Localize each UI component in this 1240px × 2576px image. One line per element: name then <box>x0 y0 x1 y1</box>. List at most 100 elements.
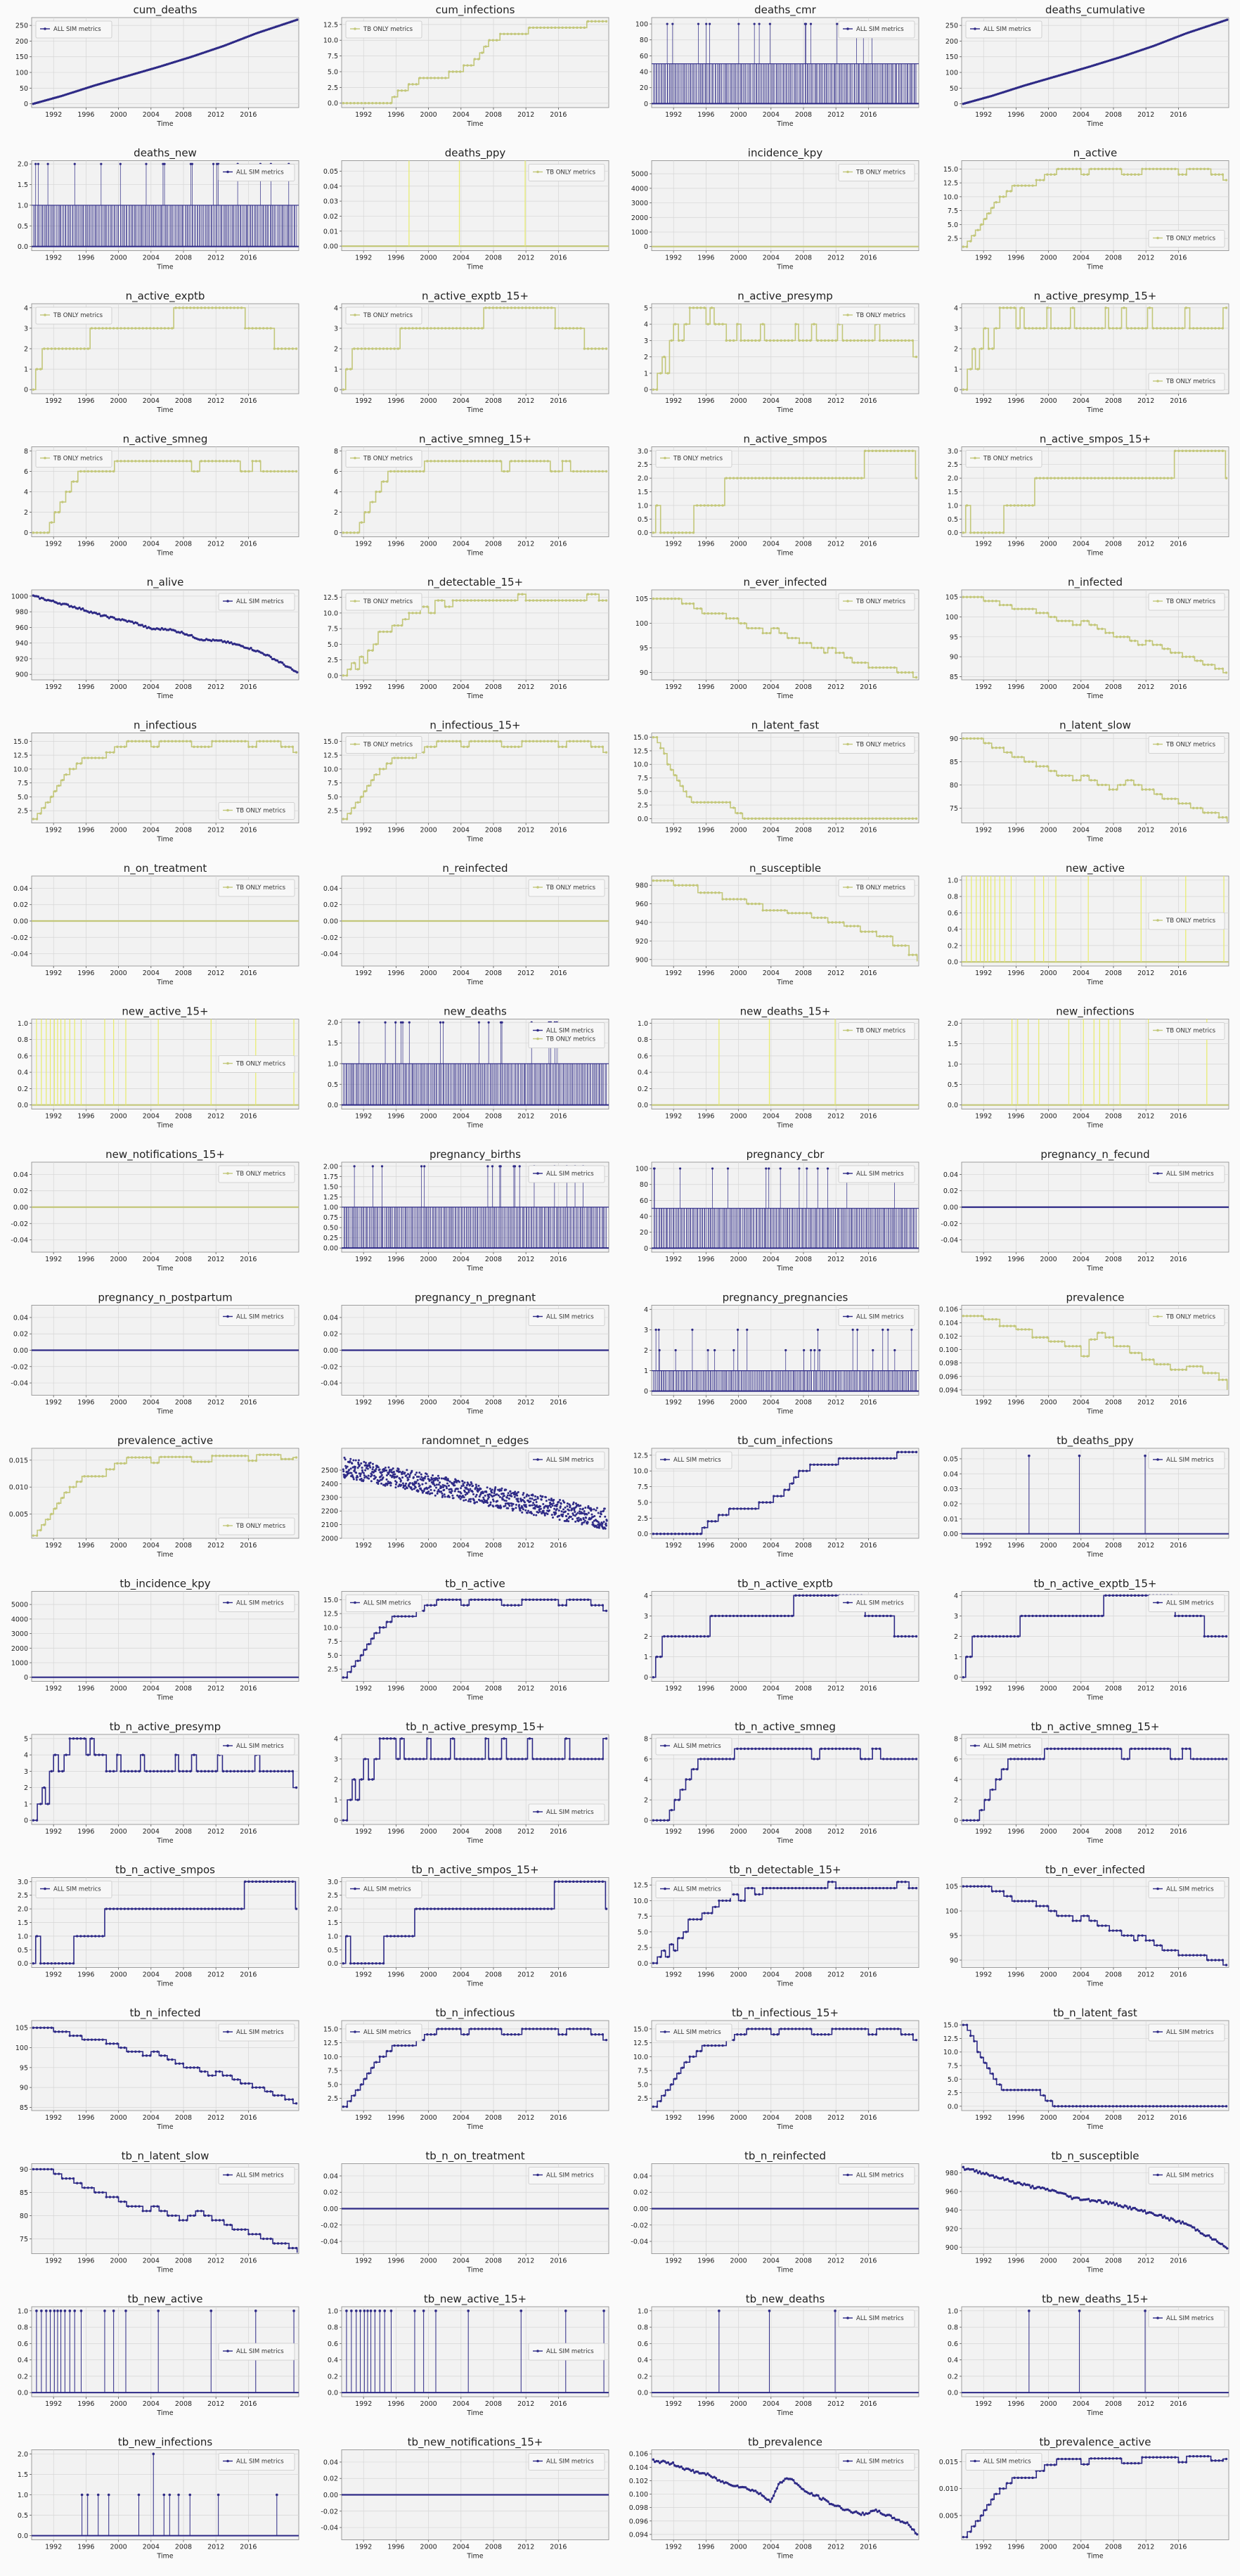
data-point <box>740 811 742 815</box>
x-tick-label: 2000 <box>1040 827 1057 835</box>
series-layer <box>342 1165 609 1249</box>
data-point <box>572 26 575 30</box>
data-point <box>1123 783 1125 787</box>
x-tick-label: 1996 <box>77 111 94 119</box>
data-point <box>586 740 590 743</box>
chart-title: pregnancy_cbr <box>747 1148 825 1161</box>
data-point <box>1013 184 1016 187</box>
data-point <box>827 817 830 820</box>
data-point <box>393 347 396 350</box>
data-point <box>1016 504 1019 507</box>
data-point <box>564 26 568 30</box>
legend-marker <box>226 1062 229 1065</box>
data-point <box>90 756 93 759</box>
data-point <box>823 477 827 479</box>
data-point <box>900 339 903 342</box>
data-point <box>1042 612 1045 614</box>
data-point <box>703 504 706 507</box>
data-point <box>196 307 199 309</box>
data-point <box>874 449 878 453</box>
x-tick-label: 2016 <box>240 683 257 691</box>
data-point <box>214 740 217 743</box>
y-tick-label: 10.0 <box>323 766 338 773</box>
legend: TB ONLY metrics <box>218 1055 295 1073</box>
data-point <box>768 22 771 25</box>
data-point <box>605 347 608 350</box>
data-point <box>276 659 279 662</box>
legend-marker <box>1156 742 1159 746</box>
legend-label: ALL SIM metrics <box>983 26 1031 33</box>
data-point <box>1083 774 1085 777</box>
y-tick-label: 0.02 <box>13 1331 28 1339</box>
data-point <box>1166 797 1170 800</box>
y-tick-label: 3 <box>24 325 28 333</box>
x-tick-label: 2004 <box>763 970 780 977</box>
data-point <box>736 477 739 479</box>
legend-marker <box>846 170 849 174</box>
x-tick-label: 1996 <box>1007 683 1024 691</box>
legend: TB ONLY metrics <box>838 1022 915 1040</box>
data-point <box>1159 167 1162 171</box>
data-point <box>524 32 527 35</box>
data-point <box>1151 327 1155 330</box>
data-point <box>356 531 359 534</box>
legend-marker <box>536 886 539 889</box>
data-point <box>827 339 830 342</box>
data-point <box>1111 327 1115 330</box>
x-tick-label: 1996 <box>1007 827 1024 835</box>
data-point <box>1166 477 1170 479</box>
data-point <box>1210 449 1213 453</box>
data-point <box>823 817 827 820</box>
data-point <box>773 626 775 630</box>
data-point <box>787 912 790 915</box>
data-point <box>399 1021 403 1024</box>
legend: TB ONLY metrics <box>35 450 112 468</box>
data-point <box>1181 173 1184 176</box>
x-tick-label: 2000 <box>110 111 127 119</box>
data-point <box>37 595 40 598</box>
series-layer <box>652 449 918 534</box>
data-point <box>105 751 108 754</box>
x-tick-label: 2016 <box>1170 970 1187 977</box>
y-tick-label: 2 <box>954 346 958 354</box>
data-point <box>681 884 684 887</box>
data-point <box>991 531 994 534</box>
x-tick-label: 2008 <box>175 1399 192 1407</box>
data-point <box>363 102 367 105</box>
y-tick-label: 0 <box>954 101 958 108</box>
data-point <box>878 339 881 342</box>
x-tick-label: 2004 <box>763 397 780 405</box>
data-point <box>481 460 484 463</box>
data-point <box>1090 167 1092 171</box>
data-point <box>440 327 444 330</box>
data-point <box>1086 327 1089 330</box>
y-tick-label: 2 <box>334 509 338 517</box>
data-point <box>706 504 709 507</box>
data-point <box>1151 477 1155 479</box>
data-point <box>801 817 805 820</box>
data-point <box>240 470 243 473</box>
data-point <box>200 745 203 748</box>
legend-box <box>528 1022 605 1048</box>
x-tick-label: 2000 <box>110 255 127 262</box>
x-tick-label: 2016 <box>860 970 877 977</box>
data-point <box>203 460 207 463</box>
y-tick-label: 15.0 <box>13 738 28 746</box>
data-point <box>1119 783 1122 787</box>
data-point <box>98 327 101 330</box>
legend-label: TB ONLY metrics <box>855 169 906 176</box>
data-point <box>221 740 225 743</box>
legend-box <box>1148 230 1225 247</box>
data-point <box>783 817 787 820</box>
y-tick-label: 50 <box>20 85 28 93</box>
legend: TB ONLY metrics <box>655 450 732 468</box>
data-point <box>1141 643 1144 646</box>
data-point <box>360 521 363 524</box>
data-point <box>1159 643 1162 646</box>
data-point <box>119 162 122 165</box>
data-point <box>513 1165 517 1168</box>
data-point <box>389 762 392 765</box>
x-tick-label: 1992 <box>975 1113 992 1121</box>
x-tick-label: 2004 <box>143 1399 160 1407</box>
